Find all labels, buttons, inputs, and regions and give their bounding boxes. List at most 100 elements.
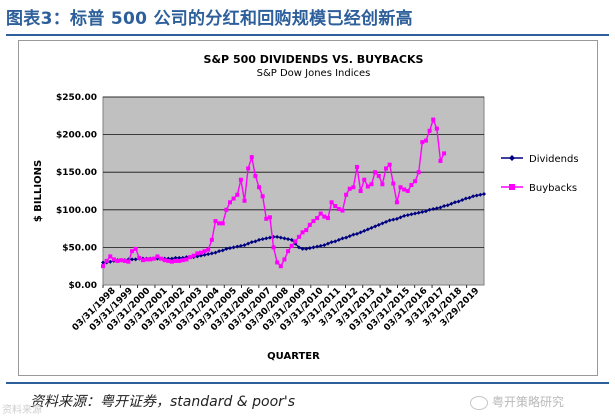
dividends-point [249, 240, 254, 245]
buybacks-point [351, 185, 356, 190]
dividends-point [304, 246, 309, 251]
buybacks-point [206, 247, 211, 252]
buybacks-point [318, 211, 323, 216]
buybacks-point [347, 186, 352, 191]
dividends-point [101, 260, 105, 265]
dividends-point [257, 237, 262, 242]
dividends-point [463, 196, 468, 201]
dividends-point [278, 235, 283, 240]
buybacks-point [315, 216, 320, 221]
buybacks-point [101, 264, 105, 269]
buybacks-point [413, 179, 418, 184]
buybacks-point [336, 207, 341, 212]
buybacks-point [209, 237, 214, 242]
dividends-point [456, 199, 461, 204]
dividends-point [358, 230, 363, 235]
dividends-point [238, 243, 243, 248]
title-divider [6, 34, 609, 36]
buybacks-point [115, 258, 120, 263]
dividends-point [387, 218, 392, 223]
buybacks-point [423, 138, 428, 143]
dividends-point [355, 231, 359, 236]
buybacks-point [191, 253, 196, 258]
dividends-point [380, 221, 385, 226]
buybacks-point [391, 181, 396, 186]
dividends-point [228, 246, 232, 251]
dividends-point [427, 207, 432, 212]
plot-area [102, 96, 485, 286]
buybacks-point [300, 230, 305, 235]
buybacks-point [304, 228, 309, 233]
watermark: 粤开策略研究 [470, 392, 610, 412]
buybacks-point [355, 164, 359, 169]
buybacks-point [144, 257, 149, 262]
y-axis-label: $ BILLIONS [33, 160, 44, 222]
buybacks-point [311, 219, 316, 224]
buybacks-point [188, 255, 193, 260]
buybacks-point [177, 258, 182, 263]
figure-title: 图表3：标普 500 公司的分红和回购规模已经创新高 [6, 9, 413, 29]
legend-marker-buybacks [509, 184, 515, 190]
dividends-point [384, 219, 389, 224]
y-tick-label: $250.00 [56, 93, 97, 103]
dividends-point [271, 234, 276, 239]
chart-frame: S&P 500 DIVIDENDS VS. BUYBACKS S&P Dow Jo… [18, 40, 598, 376]
dividends-point [376, 222, 381, 227]
dividends-point [242, 243, 247, 248]
dividends-point [307, 246, 312, 251]
buybacks-point [387, 162, 392, 167]
buybacks-point [217, 221, 222, 226]
buybacks-point [438, 158, 443, 163]
dividends-point [296, 245, 301, 250]
dividends-point [362, 228, 367, 233]
buybacks-point [365, 184, 370, 189]
dividends-point [286, 237, 291, 242]
dividends-point [340, 236, 345, 241]
buybacks-point [282, 257, 287, 262]
dividends-point [482, 192, 486, 197]
buybacks-point [362, 177, 367, 182]
dividends-point [478, 192, 483, 197]
buybacks-point [267, 215, 272, 220]
dividends-point [467, 195, 472, 200]
y-tick-label: $100.00 [56, 206, 97, 216]
buybacks-point [442, 151, 447, 156]
buybacks-point [325, 216, 330, 221]
buybacks-point [238, 177, 243, 182]
buybacks-point [126, 259, 131, 264]
dividends-point [416, 210, 421, 215]
dividends-point [474, 193, 479, 198]
dividends-point [224, 246, 229, 251]
y-tick-label: $150.00 [56, 168, 97, 178]
buybacks-point [260, 194, 265, 199]
buybacks-point [340, 208, 345, 213]
buybacks-point [198, 250, 203, 255]
buybacks-point [257, 185, 262, 190]
dividends-point [347, 234, 352, 239]
buybacks-point [184, 257, 189, 262]
dividends-point [198, 253, 203, 258]
chart-title: S&P 500 DIVIDENDS VS. BUYBACKS [204, 53, 424, 66]
dividends-point [413, 211, 418, 216]
legend-label-buybacks: Buybacks [529, 183, 577, 194]
dividends-point [365, 227, 370, 232]
dividends-point [369, 225, 374, 230]
buybacks-point [122, 258, 127, 263]
buybacks-point [358, 189, 363, 193]
dividends-point [438, 205, 443, 210]
dividends-point [108, 259, 113, 264]
dividends-point [209, 251, 214, 256]
dividends-point [420, 210, 425, 215]
buybacks-point [416, 170, 421, 175]
dividends-point [267, 235, 272, 240]
dividends-point [260, 237, 265, 242]
dividends-point [246, 241, 251, 246]
dividends-point [253, 239, 258, 244]
dividends-point [423, 209, 428, 214]
buybacks-point [246, 166, 251, 171]
y-tick-label: $200.00 [56, 131, 97, 141]
dividends-point [202, 252, 207, 257]
buybacks-point [380, 182, 385, 187]
buybacks-point [293, 239, 298, 244]
chart-subtitle: S&P Dow Jones Indices [257, 68, 371, 79]
